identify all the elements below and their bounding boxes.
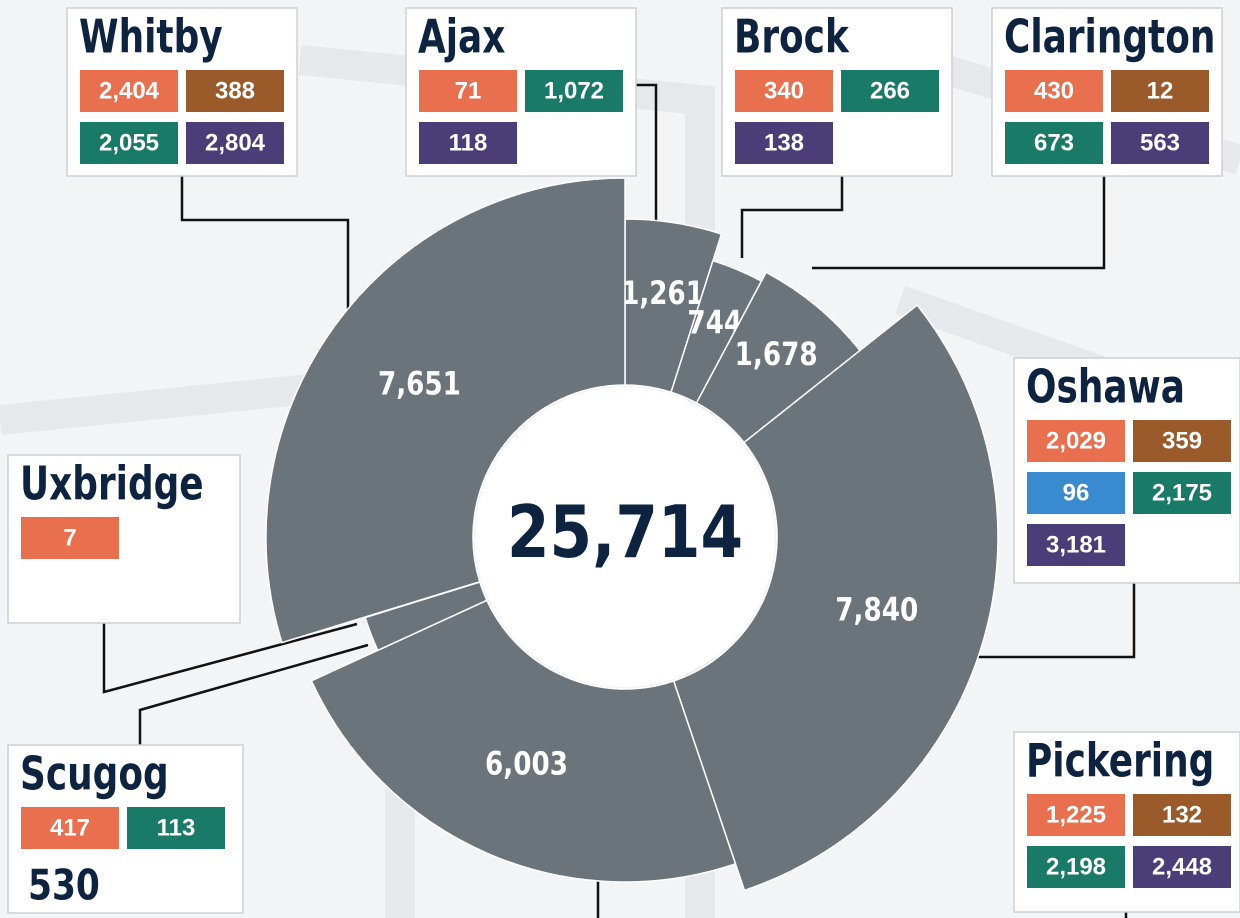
- chip: [127, 807, 225, 849]
- chip-label: 2,804: [205, 129, 266, 156]
- chip: [525, 70, 623, 112]
- segment: [310, 599, 737, 883]
- region-name: Whitby: [79, 10, 223, 64]
- segment: [672, 304, 999, 892]
- chip: [1027, 524, 1125, 566]
- chip-label: 132: [1162, 801, 1202, 828]
- chip-label: 266: [870, 77, 910, 104]
- chip-label: 71: [455, 77, 482, 104]
- chip-label: 7: [63, 524, 76, 551]
- segment-label: 7,651: [378, 365, 461, 402]
- chip: [1133, 794, 1231, 836]
- chip: [1027, 472, 1125, 514]
- chip: [841, 70, 939, 112]
- chip: [419, 122, 517, 164]
- chip-label: 430: [1034, 77, 1074, 104]
- chip: [735, 122, 833, 164]
- chip-label: 2,175: [1152, 479, 1212, 506]
- chip: [186, 122, 284, 164]
- segment-label: 1,678: [735, 335, 818, 372]
- region-name: Uxbridge: [20, 457, 204, 511]
- chip: [186, 70, 284, 112]
- chip: [1027, 420, 1125, 462]
- chip-label: 113: [157, 814, 196, 841]
- chip: [1005, 122, 1103, 164]
- boxes: Ajax 71 1,072 118 Brock 340 266 138 Clarington 43…: [7, 7, 1240, 914]
- chip-label: 2,198: [1046, 853, 1106, 880]
- chip: [1027, 794, 1125, 836]
- chip: [1133, 420, 1231, 462]
- chip: [1111, 122, 1209, 164]
- chip-label: 673: [1034, 129, 1074, 156]
- segment-label: 6,003: [485, 745, 568, 782]
- chip-label: 2,055: [99, 129, 159, 156]
- chip: [1027, 846, 1125, 888]
- chip-label: 12: [1147, 77, 1174, 104]
- box: [1013, 357, 1240, 584]
- chip-label: 3,181: [1046, 531, 1106, 558]
- chip: [735, 70, 833, 112]
- chip-label: 138: [764, 129, 804, 156]
- chip-label: 340: [764, 77, 804, 104]
- segment: [265, 177, 626, 644]
- total-label: 25,714: [507, 490, 743, 574]
- chip: [1133, 472, 1231, 514]
- chip-label: 1,225: [1046, 801, 1106, 828]
- chip-label: 359: [1162, 427, 1202, 454]
- chip: [1005, 70, 1103, 112]
- chip-label: 417: [50, 814, 90, 841]
- chip: [21, 807, 119, 849]
- region-name: Pickering: [1026, 734, 1214, 788]
- region-name: Brock: [734, 10, 850, 64]
- chip: [1133, 846, 1231, 888]
- chip-label: 118: [449, 129, 488, 156]
- chip: [80, 122, 178, 164]
- chip: [1111, 70, 1209, 112]
- chip-label: 2,404: [99, 77, 160, 104]
- center: [475, 387, 775, 687]
- chip: [21, 517, 119, 559]
- chip-label: 388: [215, 77, 255, 104]
- segment: [624, 218, 723, 394]
- region-total: 530: [28, 861, 100, 910]
- chip-label: 1,072: [544, 77, 604, 104]
- region-name: Oshawa: [1026, 360, 1185, 414]
- chip-label: 2,448: [1152, 853, 1212, 880]
- chip-label: 2,029: [1046, 427, 1106, 454]
- region-name: Clarington: [1004, 10, 1215, 64]
- region-name: Scugog: [20, 747, 169, 801]
- chip: [419, 70, 517, 112]
- chip-label: 96: [1063, 479, 1090, 506]
- chip: [80, 70, 178, 112]
- region-name: Ajax: [418, 10, 505, 64]
- segment-label: 1,261: [621, 275, 704, 312]
- segment-label: 7,840: [835, 591, 918, 628]
- chip-label: 563: [1140, 129, 1180, 156]
